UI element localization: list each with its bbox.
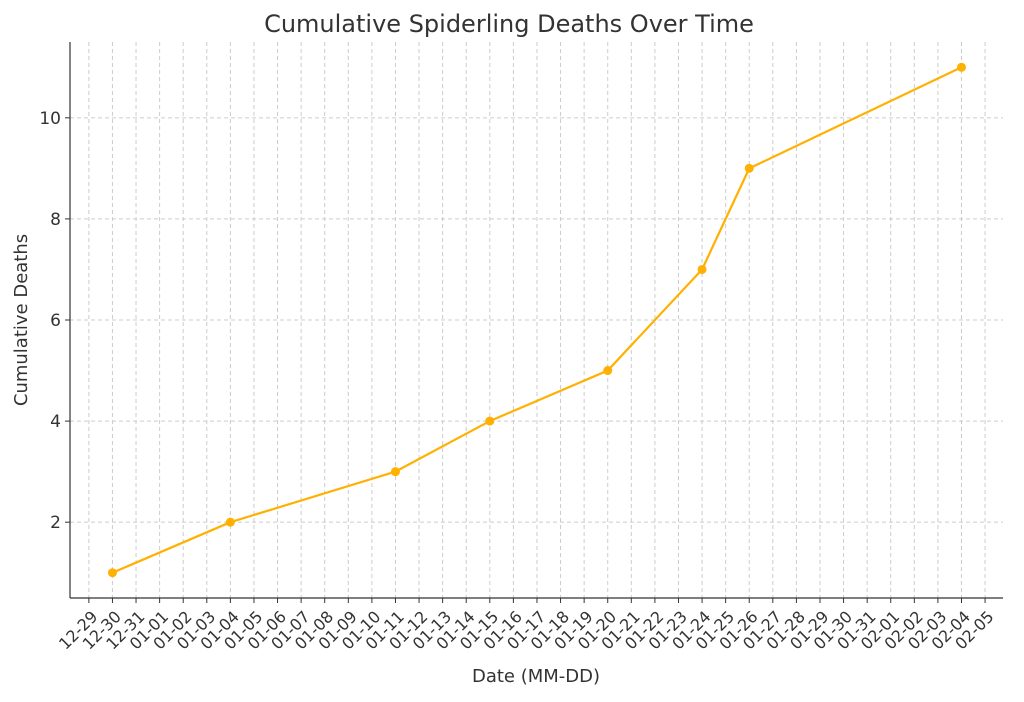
data-point xyxy=(225,517,235,527)
y-tick-label: 2 xyxy=(50,513,61,533)
y-tick-label: 8 xyxy=(50,210,61,230)
x-axis-label: Date (MM-DD) xyxy=(472,666,600,687)
data-point xyxy=(697,264,707,274)
x-axis-ticks: 12-2912-3012-3101-0101-0201-0301-0401-05… xyxy=(55,598,998,653)
series-cumulative-deaths xyxy=(107,62,966,578)
y-tick-label: 10 xyxy=(39,109,61,129)
chart-title: Cumulative Spiderling Deaths Over Time xyxy=(264,10,754,38)
y-axis-ticks: 2 4 6 8 10 xyxy=(39,109,70,533)
y-axis-label: Cumulative Deaths xyxy=(11,234,32,406)
grid xyxy=(70,42,1003,598)
data-point xyxy=(485,416,495,426)
data-point xyxy=(390,467,400,477)
data-point xyxy=(744,163,754,173)
data-point xyxy=(956,62,966,72)
y-tick-label: 4 xyxy=(50,412,61,432)
series-line xyxy=(112,66,962,574)
y-tick-label: 6 xyxy=(50,311,61,331)
data-point xyxy=(107,568,117,578)
data-point xyxy=(603,366,613,376)
